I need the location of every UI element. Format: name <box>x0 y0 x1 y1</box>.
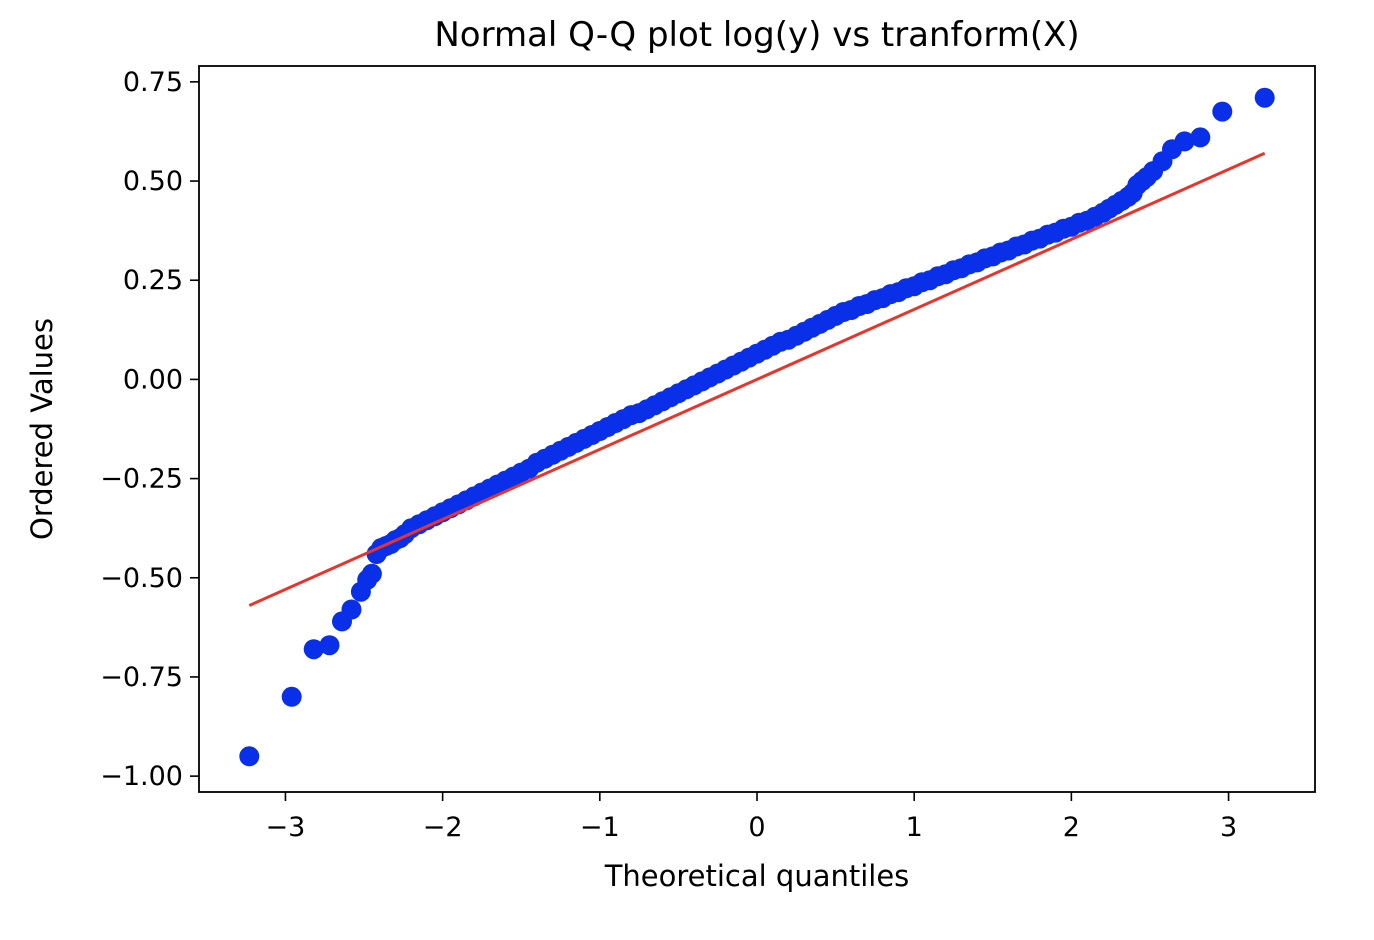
y-tick-label: −0.25 <box>100 464 183 495</box>
data-point <box>239 746 260 767</box>
data-point <box>1174 131 1195 152</box>
x-tick-label: −3 <box>266 812 306 843</box>
x-axis-label: Theoretical quantiles <box>604 859 910 893</box>
x-tick-label: 2 <box>1063 812 1080 843</box>
y-tick-label: 0.25 <box>123 265 183 296</box>
data-point <box>1212 101 1233 122</box>
x-tick-label: −1 <box>580 812 620 843</box>
x-tick-label: 0 <box>748 812 765 843</box>
chart-title: Normal Q-Q plot log(y) vs tranform(X) <box>434 15 1079 55</box>
plot-area <box>198 65 1316 793</box>
x-tick-label: −2 <box>423 812 463 843</box>
y-tick-label: 0.75 <box>123 67 183 98</box>
data-series-points <box>239 87 1275 767</box>
data-point <box>1190 127 1211 148</box>
y-tick-label: −1.00 <box>100 761 183 792</box>
data-point <box>303 639 324 660</box>
fit-line <box>248 151 1266 607</box>
y-tick-label: 0.00 <box>123 364 183 395</box>
x-tick-label: 1 <box>906 812 923 843</box>
y-axis-label: Ordered Values <box>25 318 59 540</box>
data-point <box>361 563 382 584</box>
fit-line-layer <box>248 151 1266 607</box>
data-point <box>281 686 302 707</box>
data-point <box>341 599 362 620</box>
x-axis: −3 −2 −1 0 1 2 3 <box>266 792 1237 843</box>
y-tick-label: −0.50 <box>100 563 183 594</box>
y-tick-label: −0.75 <box>100 662 183 693</box>
data-point <box>319 635 340 656</box>
x-tick-label: 3 <box>1220 812 1237 843</box>
y-tick-label: 0.50 <box>123 166 183 197</box>
y-axis: −1.00 −0.75 −0.50 −0.25 0.00 0.25 0.50 0.75 <box>100 67 199 792</box>
data-point <box>1254 87 1275 108</box>
